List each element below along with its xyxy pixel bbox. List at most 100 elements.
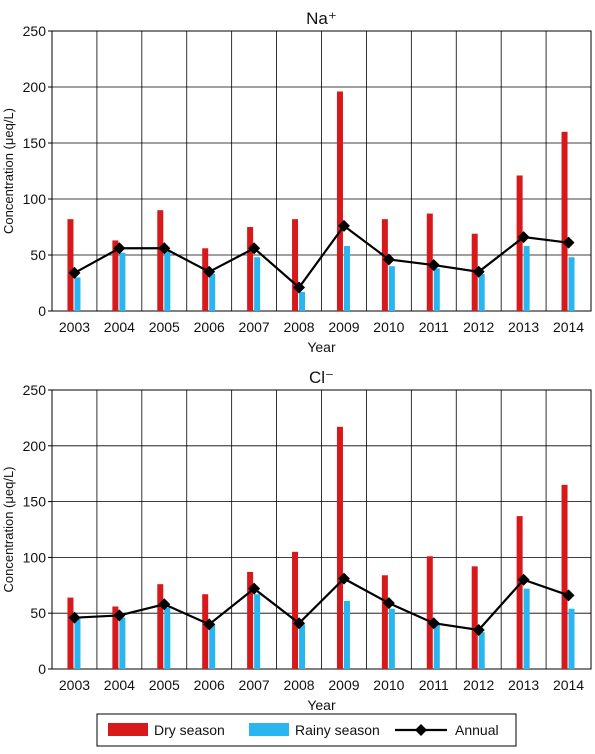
bar-dry-season-2007 <box>247 227 254 311</box>
bar-dry-season-2008 <box>292 551 299 669</box>
bar-rainy-season-2007 <box>254 594 261 669</box>
bar-rainy-season-2012 <box>478 274 485 311</box>
y-tick-label: 150 <box>23 494 47 510</box>
y-tick-label: 250 <box>23 23 47 39</box>
bar-rainy-season-2010 <box>388 608 395 669</box>
x-tick-label: 2004 <box>104 677 135 693</box>
legend-label-annual: Annual <box>455 722 499 738</box>
bar-dry-season-2003 <box>67 597 74 669</box>
x-tick-label: 2004 <box>104 319 135 335</box>
legend-swatch-dry-season <box>108 723 148 736</box>
bar-dry-season-2012 <box>471 566 478 669</box>
bar-rainy-season-2003 <box>74 617 81 669</box>
bar-dry-season-2013 <box>516 516 523 669</box>
bar-rainy-season-2013 <box>523 588 530 669</box>
point-annual-2009 <box>337 219 350 232</box>
bar-dry-season-2004 <box>112 606 119 669</box>
x-tick-label: 2013 <box>508 319 539 335</box>
y-tick-label: 0 <box>38 661 46 677</box>
x-tick-label: 2011 <box>419 677 449 693</box>
bar-dry-season-2010 <box>381 219 388 311</box>
point-annual-2010 <box>382 253 395 266</box>
bar-dry-season-2014 <box>561 484 568 669</box>
x-tick-label: 2012 <box>463 677 494 693</box>
bar-dry-season-2005 <box>157 210 164 311</box>
bar-rainy-season-2007 <box>254 257 261 311</box>
x-tick-label: 2014 <box>553 319 584 335</box>
x-tick-label: 2005 <box>149 319 180 335</box>
x-tick-label: 2007 <box>239 319 270 335</box>
bar-rainy-season-2014 <box>568 257 575 311</box>
y-tick-label: 100 <box>23 191 47 207</box>
bar-dry-season-2008 <box>292 219 299 311</box>
point-annual-2008 <box>293 281 306 294</box>
point-annual-2011 <box>427 259 440 272</box>
bar-rainy-season-2009 <box>343 600 350 669</box>
x-tick-label: 2014 <box>553 677 584 693</box>
bar-dry-season-2005 <box>157 584 164 669</box>
x-tick-label: 2003 <box>59 677 90 693</box>
point-annual-2008 <box>293 617 306 630</box>
y-axis-label: Concentration (μeq/L) <box>1 108 16 234</box>
legend-marker-annual <box>415 724 427 736</box>
point-annual-2003 <box>68 266 81 279</box>
bar-rainy-season-2004 <box>119 617 126 669</box>
bar-dry-season-2003 <box>67 219 74 311</box>
x-tick-label: 2009 <box>328 319 359 335</box>
series-line-annual <box>73 224 569 290</box>
bar-rainy-season-2013 <box>523 246 530 311</box>
point-annual-2004 <box>113 242 126 255</box>
bar-dry-season-2009 <box>336 91 343 311</box>
point-annual-2004 <box>113 609 126 622</box>
bar-dry-season-2014 <box>561 131 568 311</box>
x-tick-label: 2010 <box>373 677 404 693</box>
bar-dry-season-2007 <box>247 571 254 669</box>
bar-rainy-season-2008 <box>299 624 306 669</box>
bar-dry-season-2011 <box>426 556 433 669</box>
x-axis-label: Year <box>307 339 336 355</box>
point-annual-2005 <box>158 242 171 255</box>
point-annual-2013 <box>517 573 530 586</box>
point-annual-2006 <box>203 618 216 631</box>
point-annual-2003 <box>68 611 81 624</box>
legend: Dry season Rainy season Annual <box>96 713 517 747</box>
point-annual-2014 <box>562 589 575 602</box>
bar-rainy-season-2011 <box>433 268 440 311</box>
point-annual-2010 <box>382 597 395 610</box>
x-tick-label: 2012 <box>463 319 494 335</box>
y-tick-label: 0 <box>38 303 46 319</box>
bar-rainy-season-2005 <box>164 607 171 669</box>
y-tick-label: 200 <box>23 79 47 95</box>
bar-rainy-season-2006 <box>209 274 216 311</box>
bar-dry-season-2004 <box>112 240 119 311</box>
chart-title: Cl⁻ <box>309 368 334 387</box>
point-annual-2012 <box>472 623 485 636</box>
point-annual-2012 <box>472 265 485 278</box>
bar-dry-season-2006 <box>202 248 209 311</box>
y-tick-label: 100 <box>23 549 47 565</box>
bar-dry-season-2006 <box>202 594 209 669</box>
x-tick-label: 2011 <box>419 319 449 335</box>
x-tick-label: 2008 <box>283 319 314 335</box>
point-annual-2011 <box>427 617 440 630</box>
x-tick-label: 2005 <box>149 677 180 693</box>
point-annual-2007 <box>248 582 261 595</box>
bar-dry-season-2009 <box>336 426 343 669</box>
bar-rainy-season-2006 <box>209 624 216 669</box>
y-tick-label: 150 <box>23 135 47 151</box>
point-annual-2006 <box>203 265 216 278</box>
point-annual-2013 <box>517 231 530 244</box>
y-tick-label: 250 <box>23 382 47 398</box>
x-tick-label: 2003 <box>59 319 90 335</box>
point-annual-2005 <box>158 598 171 611</box>
series-line-annual <box>74 577 569 632</box>
bar-rainy-season-2009 <box>343 246 350 311</box>
y-axis-label: Concentration (μeq/L) <box>1 466 16 592</box>
bar-rainy-season-2008 <box>299 291 306 311</box>
x-tick-label: 2013 <box>508 677 539 693</box>
x-tick-label: 2008 <box>283 677 314 693</box>
bar-rainy-season-2003 <box>74 277 81 311</box>
bar-rainy-season-2005 <box>164 250 171 311</box>
bar-rainy-season-2004 <box>119 252 126 311</box>
